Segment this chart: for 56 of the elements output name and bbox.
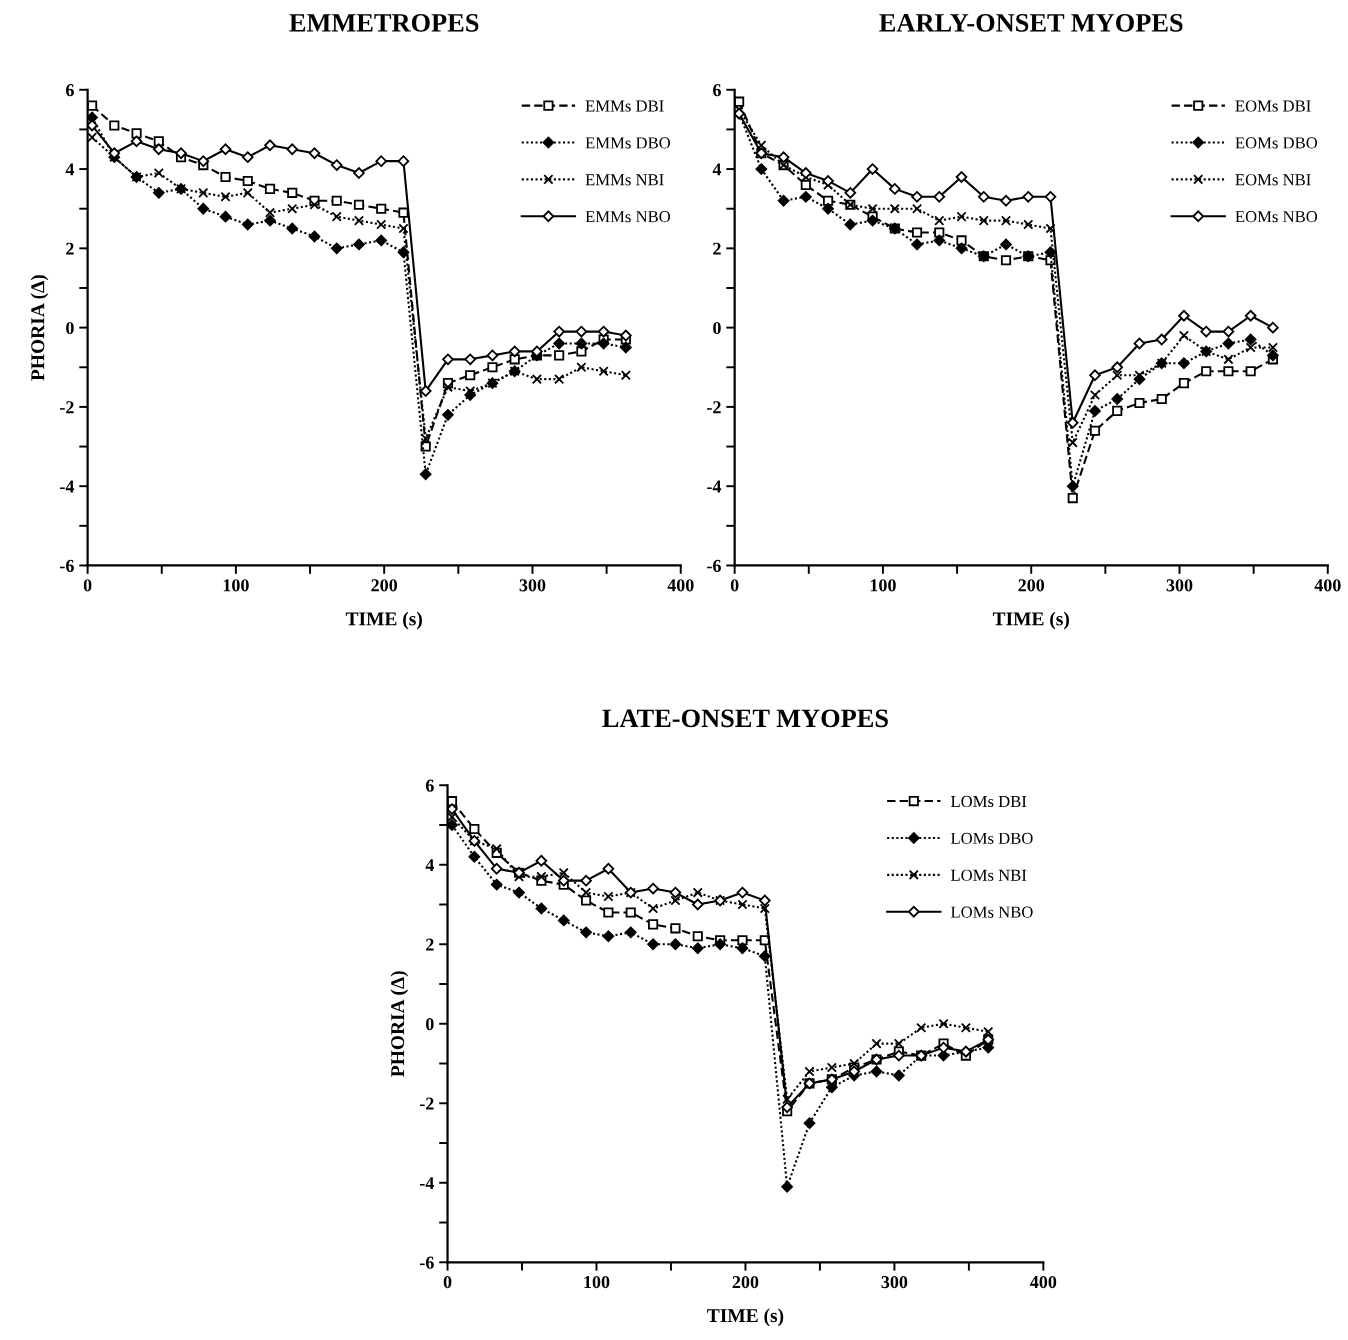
y-tick-label: -6 xyxy=(60,559,74,572)
x-tick-label: 400 xyxy=(667,579,694,592)
x-tick-label: 400 xyxy=(1314,579,1341,592)
y-tick-label: -4 xyxy=(60,480,75,493)
x-tick-label: 0 xyxy=(443,1276,452,1289)
x-tick-label: 200 xyxy=(732,1276,759,1289)
y-tick-label: -6 xyxy=(707,559,721,572)
legend-label: LOMs DBO xyxy=(950,832,1033,844)
y-tick-label: 4 xyxy=(425,859,435,872)
legend-label: LOMs NBI xyxy=(950,869,1027,881)
y-tick-label: -6 xyxy=(419,1256,434,1269)
x-tick-label: 0 xyxy=(730,579,739,592)
legend-label: EMMs NBO xyxy=(585,211,671,223)
y-tick-label: 2 xyxy=(713,242,721,255)
y-tick-label: -2 xyxy=(419,1097,434,1110)
legend-label: EOMs DBO xyxy=(1235,137,1318,149)
legend-label: EOMs NBO xyxy=(1235,211,1318,223)
x-tick-label: 0 xyxy=(83,579,92,592)
legend-label: EOMs NBI xyxy=(1235,174,1311,186)
x-axis-title: TIME (s) xyxy=(345,611,422,630)
chart-title: EMMETROPES xyxy=(289,13,479,32)
x-tick-label: 300 xyxy=(1166,579,1193,592)
y-axis-title: PHORIA (Δ) xyxy=(30,275,49,381)
x-tick-label: 100 xyxy=(870,579,896,592)
x-tick-label: 300 xyxy=(519,579,546,592)
x-axis-title: TIME (s) xyxy=(992,611,1069,630)
y-tick-label: -2 xyxy=(707,401,721,414)
x-tick-label: 100 xyxy=(223,579,249,592)
y-tick-label: -4 xyxy=(707,480,722,493)
y-tick-label: -4 xyxy=(419,1177,435,1190)
x-tick-label: 200 xyxy=(1018,579,1045,592)
y-tick-label: -2 xyxy=(60,401,74,414)
x-tick-label: 100 xyxy=(584,1276,610,1289)
legend-label: LOMs NBO xyxy=(950,906,1033,918)
y-tick-label: 2 xyxy=(426,938,434,951)
chart-title: EARLY-ONSET MYOPES xyxy=(879,13,1183,32)
x-tick-label: 200 xyxy=(371,579,398,592)
y-tick-label: 0 xyxy=(426,1018,434,1031)
legend-label: EMMs NBI xyxy=(585,174,664,186)
y-axis-title: PHORIA (Δ) xyxy=(390,971,409,1077)
x-tick-label: 300 xyxy=(881,1276,908,1289)
y-tick-label: 4 xyxy=(712,163,722,176)
y-tick-label: 6 xyxy=(713,84,721,97)
legend-label: LOMs DBI xyxy=(950,795,1027,808)
legend-label: EOMs DBI xyxy=(1235,100,1311,112)
x-tick-label: 400 xyxy=(1030,1276,1057,1289)
x-axis-title: TIME (s) xyxy=(707,1308,784,1327)
legend-label: EMMs DBO xyxy=(585,137,671,149)
y-tick-label: 2 xyxy=(66,242,74,255)
legend-label: EMMs DBI xyxy=(585,100,664,112)
y-tick-label: 4 xyxy=(65,163,75,176)
y-tick-label: 0 xyxy=(713,321,721,335)
chart-title: LATE-ONSET MYOPES xyxy=(602,709,888,728)
y-tick-label: 6 xyxy=(66,84,74,97)
y-tick-label: 6 xyxy=(425,779,434,792)
y-tick-label: 0 xyxy=(66,321,74,335)
